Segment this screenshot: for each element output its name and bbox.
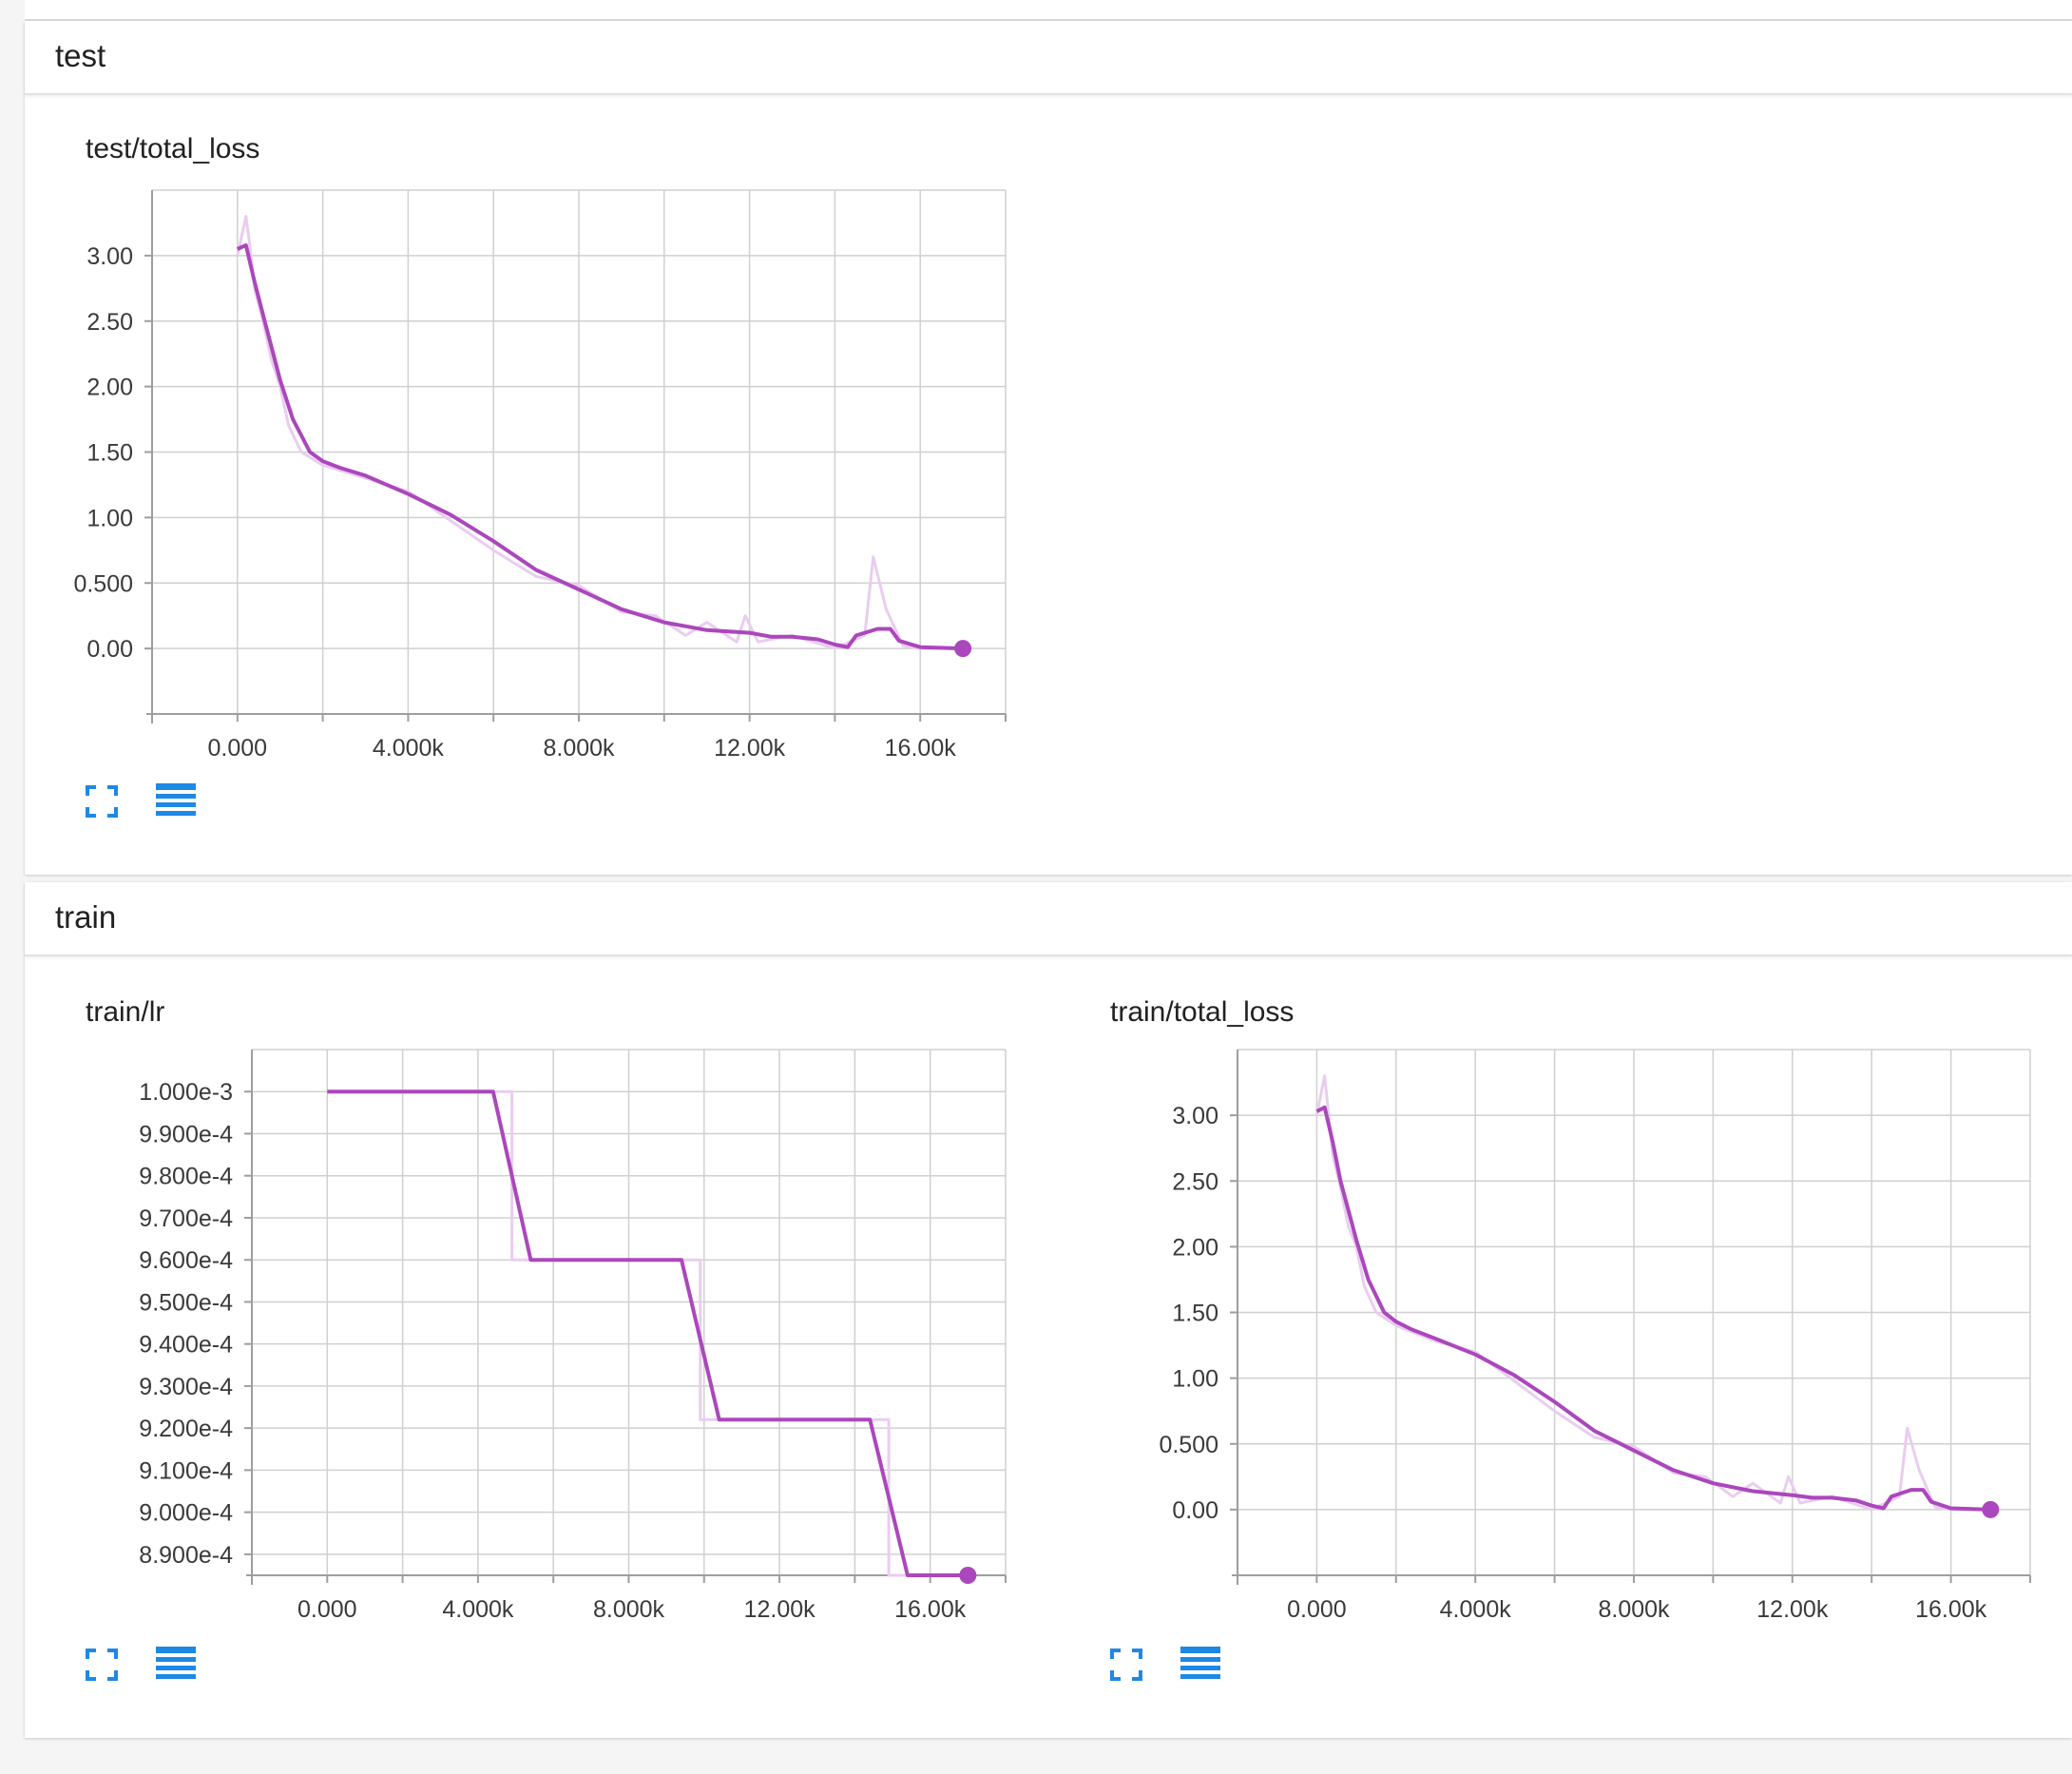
- y-tick-label: 8.900e-4: [139, 1542, 233, 1569]
- grid: [1237, 1049, 2031, 1575]
- y-tick-label: 1.50: [86, 440, 133, 467]
- data-table-icon: [156, 1647, 196, 1679]
- series-last-point[interactable]: [954, 640, 972, 658]
- x-tick-label: 8.000k: [543, 735, 615, 762]
- y-tick-label: 9.900e-4: [139, 1121, 233, 1147]
- previous-section-card-edge: [25, 0, 2072, 21]
- fit-to-domain-button-train-loss[interactable]: [1110, 1649, 1142, 1686]
- data-table-button-train-loss[interactable]: [1180, 1647, 1220, 1687]
- y-tick-label: 0.00: [86, 636, 133, 663]
- x-tick-label: 0.000: [297, 1596, 357, 1623]
- x-tick-label: 16.00k: [1915, 1596, 1987, 1623]
- y-tick-label: 9.800e-4: [139, 1164, 233, 1190]
- y-tick-label: 2.50: [86, 309, 133, 336]
- test-section-title: test: [55, 38, 106, 73]
- x-tick-label: 4.000k: [373, 735, 445, 762]
- x-tick-label: 12.00k: [744, 1596, 816, 1623]
- chart-train-total-loss[interactable]: 0.000 4.000k 8.000k 12.00k 16.00k 3.00 2.50 2.0…: [1105, 1049, 2031, 1676]
- series-last-point[interactable]: [1982, 1500, 2000, 1518]
- series-smoothed-line: [327, 1089, 969, 1577]
- grid: [151, 189, 1007, 714]
- series-last-point[interactable]: [959, 1567, 977, 1584]
- y-tick-label: 1.50: [1172, 1301, 1218, 1327]
- chart-title-train-lr: train/lr: [86, 996, 165, 1028]
- y-tick-label: 1.00: [86, 505, 133, 531]
- y-tick-label: 0.00: [1172, 1497, 1218, 1524]
- data-table-button-test-loss[interactable]: [156, 783, 196, 824]
- x-tick-label: 16.00k: [894, 1596, 967, 1623]
- y-tick-label: 0.500: [1159, 1432, 1218, 1458]
- y-tick-label: 0.500: [73, 570, 133, 597]
- chart-title-test-loss: test/total_loss: [86, 133, 260, 164]
- chart-test-total-loss[interactable]: 0.000 4.000k 8.000k 12.00k 16.00k 3.00 2.50 2.0…: [73, 187, 1007, 815]
- fit-to-domain-icon: [86, 785, 118, 818]
- x-tick-label: 12.00k: [1756, 1596, 1829, 1623]
- fit-to-domain-button-train-lr[interactable]: [86, 1649, 118, 1686]
- chart-title-train-loss: train/total_loss: [1110, 996, 1295, 1028]
- x-tick-labels: 0.000 4.000k 8.000k 12.00k 16.00k: [251, 1575, 1007, 1623]
- y-tick-label: 2.00: [1172, 1234, 1218, 1261]
- x-tick-label: 0.000: [208, 735, 268, 762]
- y-tick-label: 1.000e-3: [139, 1079, 233, 1106]
- data-table-icon: [156, 783, 196, 816]
- y-tick-label: 3.00: [86, 243, 133, 270]
- y-tick-label: 9.100e-4: [139, 1457, 233, 1484]
- train-section-card: train train/lr 0.000 4.000k 8.000k 12.00k 16…: [25, 882, 2072, 1738]
- grid: [251, 1049, 1007, 1575]
- fit-to-domain-button-test-loss[interactable]: [86, 785, 118, 822]
- y-tick-label: 9.000e-4: [139, 1500, 233, 1527]
- y-tick-label: 2.00: [86, 375, 133, 401]
- data-table-icon: [1180, 1647, 1220, 1679]
- y-tick-labels: 3.00 2.50 2.00 1.50 1.00 0.500 0.00: [73, 243, 152, 663]
- y-tick-label: 2.50: [1172, 1168, 1218, 1195]
- x-tick-label: 0.000: [1287, 1596, 1347, 1623]
- train-section-title: train: [55, 899, 117, 935]
- y-tick-label: 9.700e-4: [139, 1205, 233, 1232]
- series-smoothed-line: [1315, 1105, 1991, 1512]
- chart-train-lr[interactable]: 0.000 4.000k 8.000k 12.00k 16.00k 1.000e-3 9.9…: [46, 1049, 1007, 1676]
- x-tick-label: 4.000k: [442, 1596, 514, 1623]
- y-tick-label: 9.500e-4: [139, 1289, 233, 1316]
- x-tick-label: 8.000k: [593, 1596, 665, 1623]
- fit-to-domain-icon: [1110, 1649, 1142, 1681]
- y-tick-label: 9.200e-4: [139, 1416, 233, 1442]
- y-tick-label: 9.400e-4: [139, 1332, 233, 1359]
- x-tick-labels: 0.000 4.000k 8.000k 12.00k 16.00k: [1237, 1575, 2031, 1623]
- fit-to-domain-icon: [86, 1649, 118, 1681]
- y-tick-labels: 3.00 2.50 2.00 1.50 1.00 0.500 0.00: [1159, 1103, 1237, 1524]
- x-tick-label: 16.00k: [885, 735, 957, 762]
- y-tick-label: 9.300e-4: [139, 1374, 233, 1400]
- x-tick-label: 8.000k: [1598, 1596, 1670, 1623]
- series-raw-line: [327, 1089, 969, 1577]
- series-raw-line: [1314, 1074, 1991, 1512]
- x-tick-label: 12.00k: [714, 735, 786, 762]
- test-section-header[interactable]: test: [25, 21, 2072, 95]
- data-table-button-train-lr[interactable]: [156, 1647, 196, 1687]
- x-tick-labels: 0.000 4.000k 8.000k 12.00k 16.00k: [151, 714, 1007, 762]
- train-section-header[interactable]: train: [25, 882, 2072, 956]
- y-tick-label: 3.00: [1172, 1103, 1218, 1129]
- y-tick-labels: 1.000e-3 9.900e-4 9.800e-4 9.700e-4 9.600e-4…: [139, 1079, 252, 1569]
- series-raw-line: [236, 215, 964, 650]
- y-tick-label: 9.600e-4: [139, 1247, 233, 1274]
- y-tick-label: 1.00: [1172, 1366, 1218, 1393]
- x-tick-label: 4.000k: [1440, 1596, 1512, 1623]
- series-smoothed-line: [236, 242, 964, 651]
- test-section-card: test test/total_loss 0.000 4.000k 8.000k 12…: [25, 21, 2072, 875]
